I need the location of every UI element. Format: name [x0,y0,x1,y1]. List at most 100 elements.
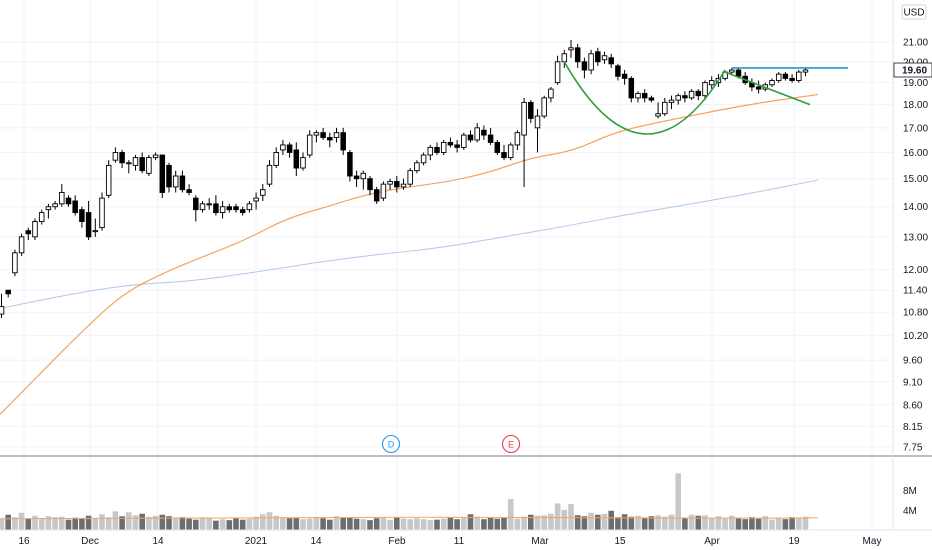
candle[interactable] [313,130,320,143]
candle[interactable] [655,102,661,119]
candle[interactable] [682,91,688,103]
candle[interactable] [286,142,293,158]
candle[interactable] [755,80,762,94]
candle[interactable] [541,95,547,119]
candle[interactable] [373,186,380,204]
candle[interactable] [353,170,360,187]
candle[interactable] [568,40,574,58]
candle[interactable] [628,76,635,103]
candle[interactable] [507,142,514,161]
candle[interactable] [749,78,755,92]
candle[interactable] [59,184,65,207]
candle[interactable] [481,125,487,140]
time-axis[interactable]: 16 Dec 14 2021 14 Feb 11 Mar 15 Apr 19 May [0,529,932,547]
candle[interactable] [219,200,226,219]
candle[interactable] [112,147,119,163]
candle[interactable] [193,195,199,222]
candle[interactable] [260,184,266,201]
last-price-tag[interactable]: 19.60 [893,62,932,78]
candle[interactable] [635,91,641,103]
candle[interactable] [695,89,702,101]
candle[interactable] [65,195,72,207]
candle[interactable] [99,192,105,231]
candle[interactable] [521,97,527,187]
candle[interactable] [233,203,239,213]
candle[interactable] [501,144,507,161]
candle[interactable] [789,74,795,83]
price-axis[interactable]: 7.75 8.15 8.60 9.10 9.60 10.20 10.80 11.40 12.00… [892,0,932,530]
candle[interactable] [213,195,219,216]
candle[interactable] [32,218,38,240]
candle[interactable] [394,176,400,193]
candle[interactable] [300,152,306,171]
candle[interactable] [708,76,715,90]
candle[interactable] [514,130,521,150]
candle[interactable] [45,203,52,219]
candle[interactable] [132,155,139,171]
candle[interactable] [688,89,695,101]
candle[interactable] [434,142,440,156]
candle[interactable] [293,142,300,177]
candle[interactable] [675,93,681,105]
candle[interactable] [280,139,286,156]
candle[interactable] [400,178,407,190]
candle[interactable] [52,200,58,210]
candle[interactable] [420,152,427,166]
candle[interactable] [92,218,99,237]
candle[interactable] [387,178,393,190]
candle[interactable] [474,123,480,143]
candle[interactable] [25,227,32,240]
candle[interactable] [72,195,78,216]
candle[interactable] [266,160,273,187]
candle[interactable] [246,200,253,213]
candle[interactable] [320,127,326,140]
candle[interactable] [119,149,125,169]
candle[interactable] [159,154,166,199]
candle[interactable] [166,162,172,193]
candlestick-series[interactable] [0,40,809,318]
candle[interactable] [615,63,621,81]
candle[interactable] [380,181,387,201]
candle[interactable] [327,132,333,148]
candle[interactable] [595,47,601,66]
candle[interactable] [12,249,18,277]
candle[interactable] [668,95,675,110]
candle[interactable] [186,184,192,196]
candle[interactable] [548,86,554,103]
candle[interactable] [333,127,340,143]
candle[interactable] [360,170,367,190]
candle[interactable] [461,132,467,150]
candle[interactable] [427,144,434,161]
candle[interactable] [105,160,112,199]
candle[interactable] [179,170,186,193]
candle[interactable] [126,160,132,174]
candle[interactable] [85,200,92,240]
candle[interactable] [226,203,233,213]
candle[interactable] [306,130,313,158]
candle[interactable] [494,139,501,156]
candle[interactable] [0,293,5,318]
candle[interactable] [38,209,45,225]
candle[interactable] [775,72,782,83]
candle[interactable] [440,139,447,156]
candle[interactable] [729,67,735,75]
candle[interactable] [574,43,581,68]
candle[interactable] [407,168,413,187]
candle[interactable] [641,89,648,103]
candle[interactable] [367,176,373,196]
candle[interactable] [782,72,789,81]
candle[interactable] [467,130,474,143]
candle[interactable] [769,78,775,87]
candle[interactable] [152,152,159,161]
event-badge-d[interactable]: D [381,434,401,454]
candle[interactable] [528,100,534,124]
candle[interactable] [172,170,179,193]
candle[interactable] [146,155,152,177]
candle[interactable] [347,149,353,182]
candle[interactable] [206,198,212,210]
candle[interactable] [414,160,420,174]
candle[interactable] [139,152,145,174]
candle[interactable] [588,49,594,75]
candle[interactable] [340,127,346,156]
